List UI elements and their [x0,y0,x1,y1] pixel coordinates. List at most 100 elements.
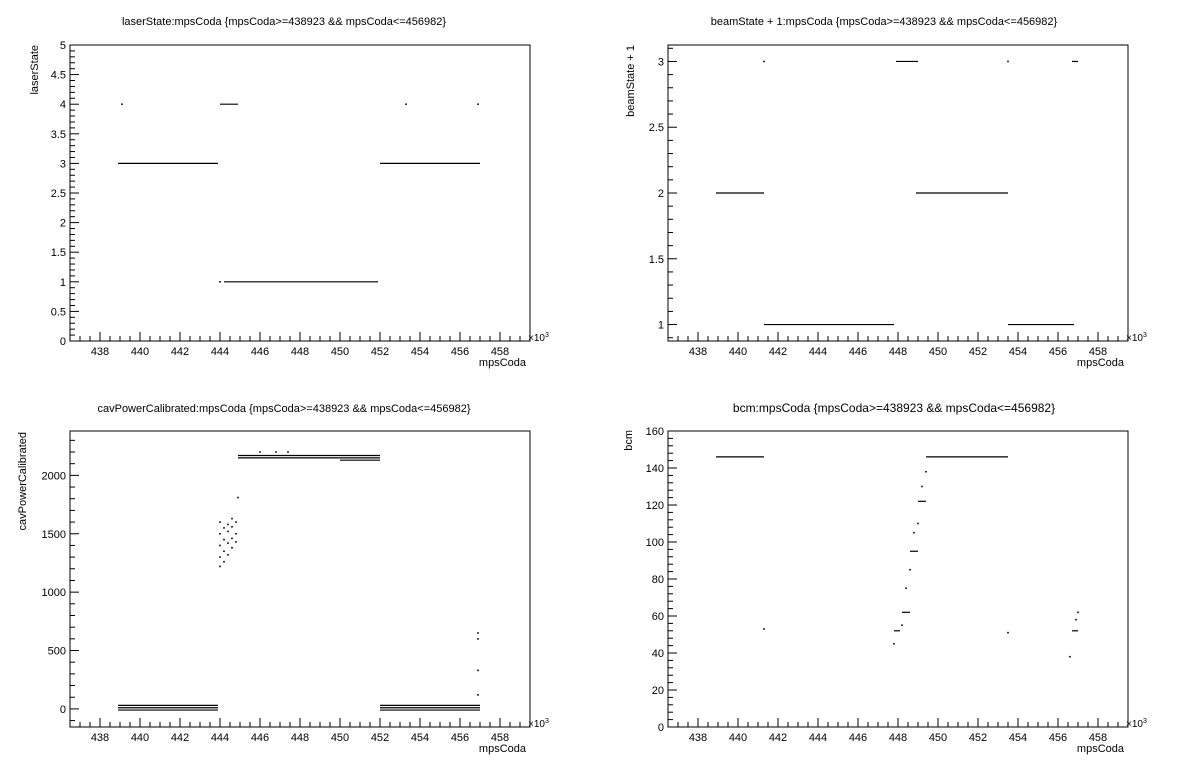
data-point [235,532,237,535]
data-point [275,451,277,453]
data-point [477,694,479,696]
data-point [1075,618,1077,621]
y-tick-label: 1500 [42,529,66,541]
x-tick-label: 440 [131,732,149,744]
data-point [909,568,911,571]
plot-area-3: 438 440 442 444 446 448 450 452 454 456 458 0 500 100… [42,430,531,744]
y-tick-label: 3 [60,158,66,170]
x-tick-label: 442 [769,346,787,358]
x-axis-multiplier: ×103 [1126,332,1147,344]
x-axis-label: mpsCoda [1077,357,1125,369]
y-axis-label: cavPowerCalibrated [17,432,29,530]
x-tick-label: 458 [491,732,509,744]
y-tick-label: 2000 [42,470,66,482]
x-tick-label: 452 [969,732,987,744]
data-point [219,556,221,558]
data-point [287,451,289,453]
x-tick-label: 454 [1009,346,1027,358]
y-tick-label: 1.5 [649,254,664,266]
x-tick-label: 452 [371,732,389,744]
data-point [223,550,225,553]
x-tick-label: 444 [211,732,229,744]
data-point [231,517,233,520]
y-axis-label: bcm [623,430,635,451]
data-point [1077,611,1079,614]
x-tick-label: 446 [849,346,867,358]
x-tick-label: 448 [291,732,309,744]
y-tick-label: 4.5 [51,70,66,82]
y-tick-label: 1.5 [51,247,66,259]
y-tick-label: 5 [60,40,66,52]
x-tick-label: 452 [371,346,389,358]
y-tick-label: 140 [646,463,664,475]
data-point [763,628,765,630]
y-tick-label: 2 [658,188,664,200]
x-tick-label: 448 [889,732,907,744]
data-point [477,638,479,640]
x-tick-label: 438 [689,346,707,358]
data-point [913,531,915,534]
panel-title: laserState:mpsCoda {mpsCoda>=438923 && m… [122,16,446,28]
data-point [259,451,261,453]
data-point [477,103,479,105]
x-axis-label: mpsCoda [1077,743,1125,755]
data-point [921,485,923,488]
data-point [227,523,229,526]
x-tick-label: 456 [1049,732,1067,744]
data-point [227,542,229,544]
data-point [227,530,229,533]
y-tick-label: 100 [646,537,664,549]
x-axis-label: mpsCoda [479,357,527,369]
x-tick-label: 458 [1089,346,1107,358]
x-tick-label: 442 [171,732,189,744]
data-point [227,553,229,556]
data-point [237,496,239,499]
x-axis-multiplier: ×103 [528,332,549,344]
x-axis-label: mpsCoda [479,743,527,755]
x-tick-label: 444 [211,346,229,358]
x-tick-label: 450 [331,732,349,744]
y-tick-label: 3 [658,56,664,68]
x-tick-label: 450 [929,346,947,358]
data-point [219,521,221,523]
panel-cavpower: cavPowerCalibrated:mpsCoda {mpsCoda>=438… [17,403,549,755]
data-point [223,527,225,529]
y-tick-label: 2.5 [51,188,66,200]
data-point [925,470,927,473]
data-point [763,60,765,63]
x-tick-label: 458 [1089,732,1107,744]
data-point [121,103,123,105]
data-point [235,521,237,523]
x-tick-label: 446 [251,732,269,744]
panel-title: beamState + 1:mpsCoda {mpsCoda>=438923 &… [711,16,1058,28]
plot-area-2: 438 440 442 444 446 448 450 452 454 456 458 1 1.5 2 2.… [649,44,1129,358]
x-tick-label: 444 [809,346,827,358]
x-tick-label: 456 [1049,346,1067,358]
data-point [219,281,221,283]
panel-title: cavPowerCalibrated:mpsCoda {mpsCoda>=438… [97,403,470,415]
y-tick-label: 500 [48,646,66,658]
x-tick-label: 456 [451,732,469,744]
x-tick-label: 450 [929,732,947,744]
x-tick-label: 456 [451,346,469,358]
data-point [219,544,221,547]
x-tick-label: 454 [411,346,429,358]
data-point [1069,655,1071,658]
y-tick-label: 2.5 [649,122,664,134]
data-point [231,537,233,540]
panel-beamstate: beamState + 1:mpsCoda {mpsCoda>=438923 &… [625,16,1147,369]
x-axis-multiplier: ×103 [1126,718,1147,730]
data-point [219,532,221,535]
data-point [477,632,479,634]
y-tick-label: 120 [646,500,664,512]
y-tick-label: 4 [60,99,66,111]
y-tick-label: 1000 [42,587,66,599]
x-tick-label: 440 [729,346,747,358]
x-tick-label: 446 [849,732,867,744]
x-tick-label: 442 [769,732,787,744]
y-tick-label: 80 [652,574,664,586]
data-point [219,565,221,568]
y-axis-label: laserState [29,45,41,95]
x-tick-label: 448 [291,346,309,358]
